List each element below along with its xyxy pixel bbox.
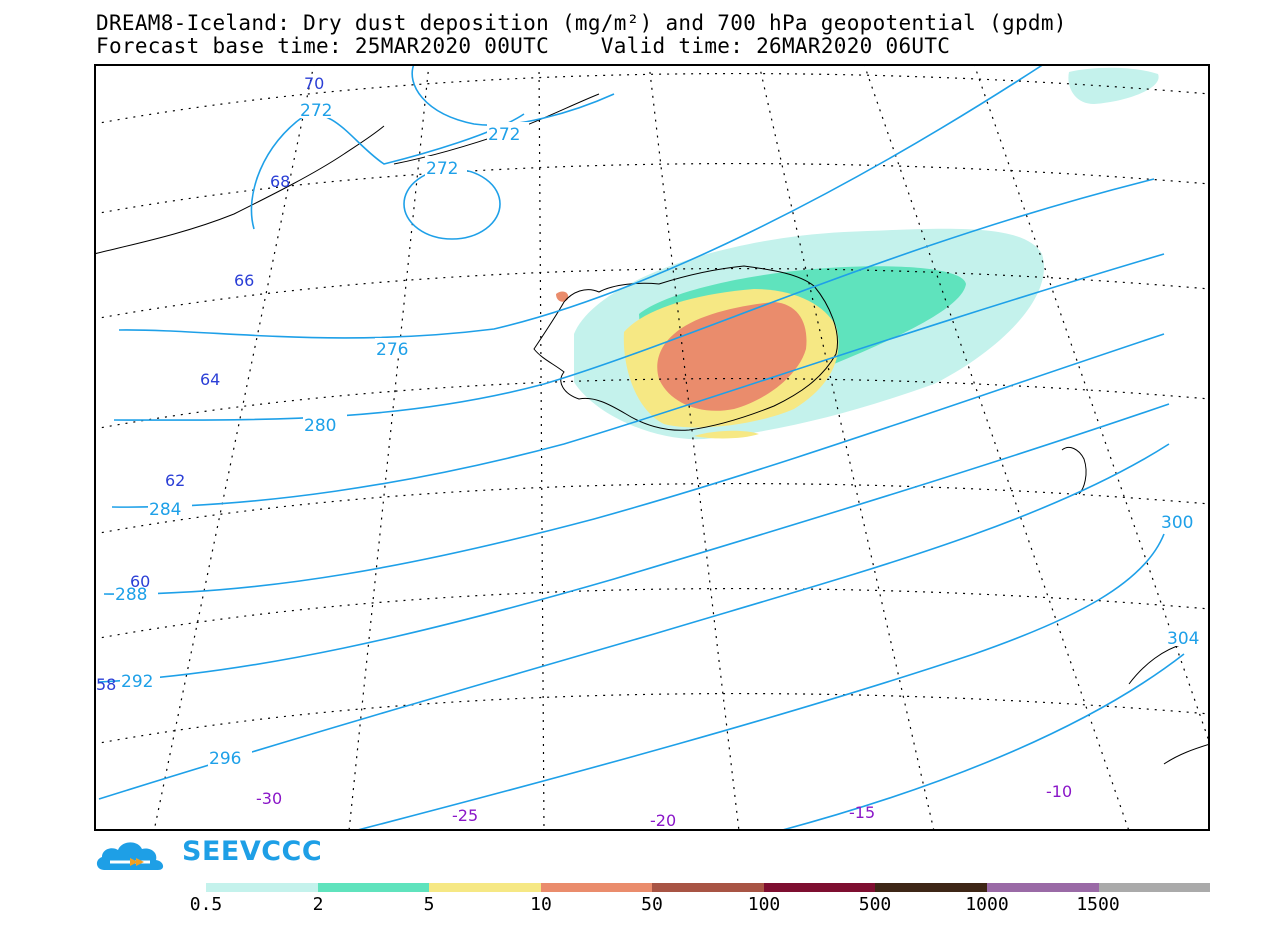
legend-swatch bbox=[763, 883, 876, 892]
map-title: DREAM8-Iceland: Dry dust deposition (mg/… bbox=[96, 11, 1067, 35]
contour-label: 272 bbox=[426, 159, 458, 179]
legend-tick: 5 bbox=[423, 894, 435, 915]
contour-label: 280 bbox=[304, 416, 336, 436]
longitude-label: -25 bbox=[452, 806, 478, 825]
legend-tick: 2 bbox=[312, 894, 324, 915]
latitude-label: 68 bbox=[270, 172, 290, 191]
contour-label: 276 bbox=[376, 340, 408, 360]
legend-swatch bbox=[1098, 883, 1211, 892]
cloud-icon bbox=[96, 842, 164, 870]
latitude-label: 60 bbox=[130, 572, 150, 591]
legend-tick: 0.5 bbox=[189, 894, 223, 915]
latitude-label: 62 bbox=[165, 471, 185, 490]
graticule bbox=[94, 64, 1210, 831]
legend-swatch bbox=[652, 883, 764, 892]
legend-swatch bbox=[540, 883, 653, 892]
contour-label: 300 bbox=[1161, 513, 1193, 533]
contour-label: 292 bbox=[121, 672, 153, 692]
forecast-map: 272 272 272 276 280 284 288 292 296 300 … bbox=[94, 64, 1210, 831]
legend-swatch bbox=[429, 883, 541, 892]
latitude-label: 64 bbox=[200, 370, 220, 389]
contour-label: 304 bbox=[1167, 629, 1199, 649]
legend-tick: 500 bbox=[858, 894, 892, 915]
contour-label: 288 bbox=[115, 585, 147, 605]
longitude-label: -15 bbox=[849, 803, 875, 822]
longitude-label: -30 bbox=[256, 789, 282, 808]
longitude-label: -10 bbox=[1046, 782, 1072, 801]
legend-tick: 1500 bbox=[1076, 894, 1120, 915]
legend-swatch bbox=[317, 883, 430, 892]
legend-swatch bbox=[206, 883, 318, 892]
forecast-times: Forecast base time: 25MAR2020 00UTC Vali… bbox=[96, 34, 951, 58]
legend-tick: 1000 bbox=[965, 894, 1009, 915]
dust-deposition-field bbox=[556, 67, 1159, 440]
legend-tick: 100 bbox=[747, 894, 781, 915]
contour-label: 284 bbox=[149, 500, 181, 520]
longitude-labels: -30 -25 -20 -15 -10 bbox=[256, 782, 1072, 830]
latitude-label: 66 bbox=[234, 271, 254, 290]
legend-swatch bbox=[986, 883, 1099, 892]
longitude-label: -20 bbox=[650, 811, 676, 830]
brand-logo-text: SEEVCCC bbox=[182, 836, 323, 867]
legend-tick: 50 bbox=[641, 894, 663, 915]
latitude-labels: 70 68 66 64 62 60 58 bbox=[96, 74, 324, 694]
latitude-label: 70 bbox=[304, 74, 324, 93]
legend-tick: 10 bbox=[530, 894, 552, 915]
latitude-label: 58 bbox=[96, 675, 116, 694]
color-legend bbox=[206, 883, 1211, 892]
contour-label: 272 bbox=[488, 125, 520, 145]
contour-label: 272 bbox=[300, 101, 332, 121]
contour-label: 296 bbox=[209, 749, 241, 769]
geopotential-contours bbox=[98, 64, 1185, 831]
legend-swatch bbox=[875, 883, 987, 892]
contour-value-labels: 272 272 272 276 280 284 288 292 296 300 … bbox=[114, 98, 1210, 769]
